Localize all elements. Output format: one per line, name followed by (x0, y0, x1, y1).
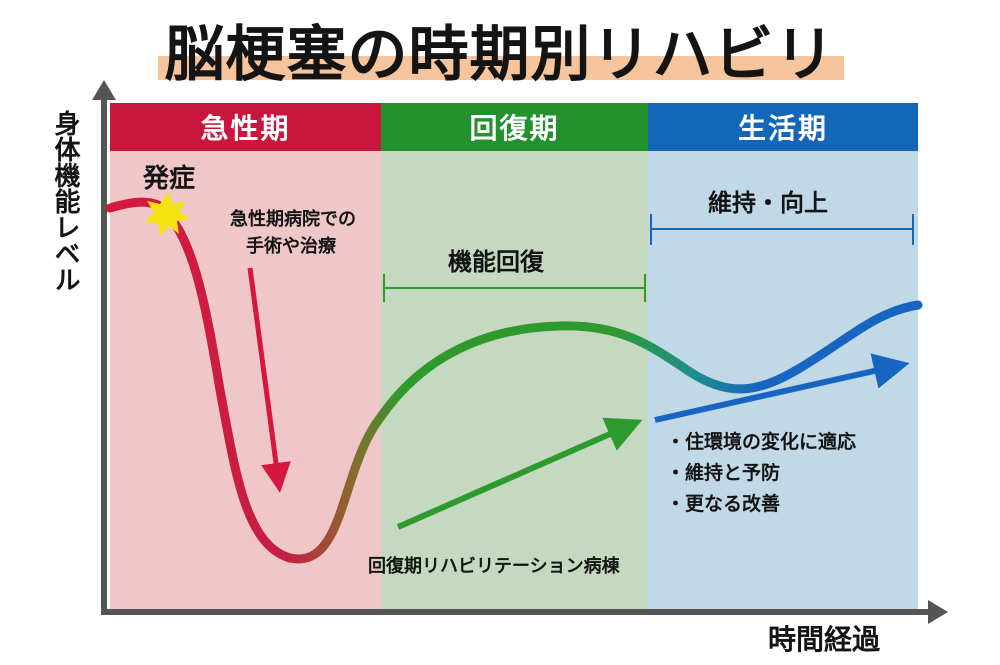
function-level-curve (105, 197, 923, 564)
recovery-goal-label: 機能回復 (448, 248, 544, 276)
life-item-improve: ・更なる改善 (666, 493, 781, 515)
acute-treatment-label: 急性期病院での 手術や治療 (230, 206, 356, 260)
diagram-title: 脳梗塞の時期別リハビリ (164, 20, 836, 90)
y-axis-arrowhead (92, 80, 116, 100)
acute-phase-label: 急性期 (200, 112, 291, 145)
maintenance-goal-label: 維持・向上 (708, 189, 828, 217)
x-axis-arrowhead (928, 600, 948, 624)
life-item-maintain: ・維持と予防 (666, 462, 781, 484)
x-axis-label: 時間経過 (768, 623, 881, 656)
acute-phase-header: 急性期 (110, 103, 381, 151)
maintenance-range-bracket (650, 214, 914, 245)
onset-label: 発症 (143, 164, 196, 194)
life-phase-items: ・住環境の変化に適応 ・維持と予防 ・更なる改善 (666, 427, 856, 520)
recovery-trend-arrow (396, 417, 643, 530)
recovery-range-bracket (383, 274, 646, 302)
y-axis-label: 身体機能レベル (50, 110, 80, 292)
life-trend-arrow (654, 353, 910, 423)
onset-burst-icon (145, 192, 190, 236)
title-highlight (158, 56, 844, 80)
acute-trend-arrow (247, 267, 291, 493)
recovery-ward-label: 回復期リハビリテーション病棟 (368, 556, 620, 577)
life-phase-label: 生活期 (737, 112, 828, 145)
recovery-phase-label: 回復期 (469, 112, 560, 145)
life-phase-header: 生活期 (648, 103, 918, 151)
title-area: 脳梗塞の時期別リハビリ (0, 0, 1000, 92)
life-item-adapt: ・住環境の変化に適応 (666, 431, 857, 453)
recovery-phase-background (381, 151, 648, 610)
acute-treatment-line1: 急性期病院での (230, 209, 356, 230)
axes (92, 80, 948, 624)
recovery-phase-header: 回復期 (381, 103, 648, 151)
acute-treatment-line2: 手術や治療 (246, 236, 336, 257)
